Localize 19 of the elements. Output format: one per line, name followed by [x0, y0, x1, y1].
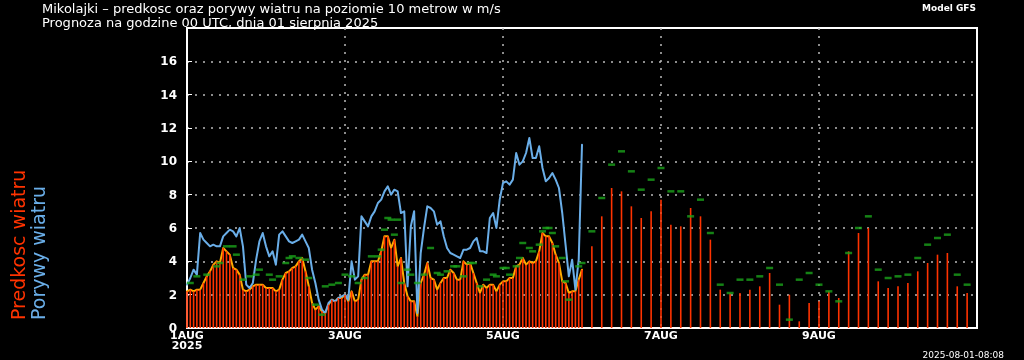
text: Model GFS	[922, 2, 976, 13]
text: Porywy wiatru	[26, 185, 49, 320]
text: Predkosc wiatru	[6, 169, 29, 320]
y-tick-label: 2	[168, 287, 177, 302]
chart-subtitle: Prognoza na godzine 00 UTC, dnia 01 sierpnia 2025	[42, 15, 379, 30]
line-series	[186, 232, 583, 318]
x-tick-label: 3AUG	[328, 328, 362, 342]
y-tick-label: 4	[168, 254, 177, 269]
chart-title: Mikolajki – predkosc oraz porywy wiatru na poziomie 10 metrow w m/s	[42, 1, 501, 16]
x-tick-label: 9AUG	[802, 328, 836, 342]
x-tick-label: 7AUG	[644, 328, 678, 342]
y-tick-label: 14	[160, 87, 177, 102]
y-tick-label: 16	[160, 54, 177, 69]
x-tick-label: 5AUG	[486, 328, 520, 342]
y-tick-label: 10	[160, 154, 177, 169]
y-tick-label: 6	[168, 221, 177, 235]
y-tick-label: 12	[160, 121, 177, 135]
y-tick-label: 8	[168, 187, 177, 202]
text: 2025-08-01-08:08	[922, 349, 1005, 360]
